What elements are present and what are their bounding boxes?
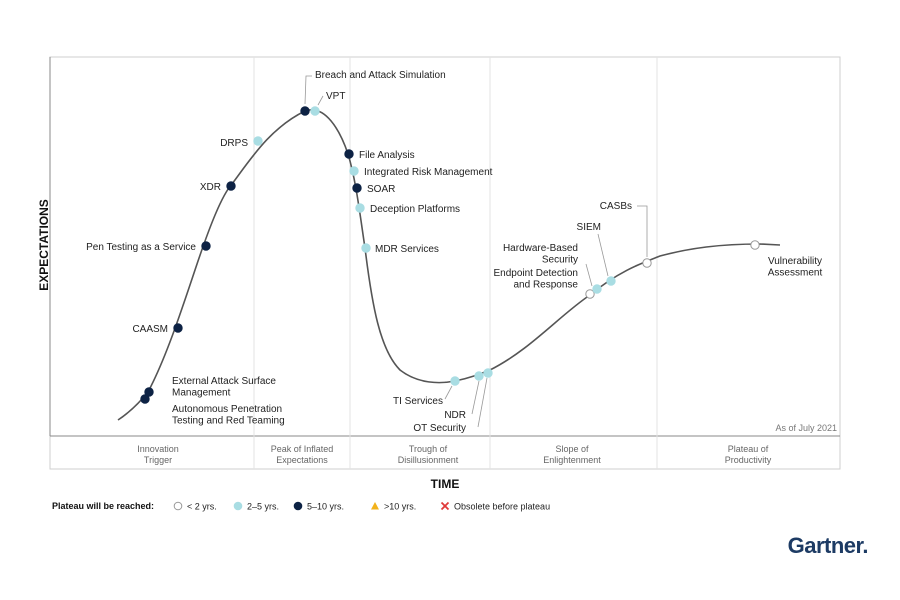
label-casbs: CASBs xyxy=(600,201,632,212)
y-axis-title: EXPECTATIONS xyxy=(37,199,51,291)
point-casbs xyxy=(642,258,652,268)
label-leader-lines xyxy=(304,75,648,428)
phase-dividers xyxy=(253,57,658,469)
point-pen-testing-as-a-service xyxy=(201,241,211,251)
legend-title: Plateau will be reached: xyxy=(52,501,154,511)
legend-marker-obsolete xyxy=(440,501,450,511)
phase-label: Peak of Inflated Expectations xyxy=(271,444,334,465)
point-xdr xyxy=(226,181,236,191)
label-endpoint-detection-and-response: Endpoint Detection and Response xyxy=(493,268,578,291)
plot-frame xyxy=(49,56,841,470)
legend-marker-5to10 xyxy=(293,501,303,511)
label-caasm: CAASM xyxy=(132,324,168,335)
label-file-analysis: File Analysis xyxy=(359,150,415,161)
leader-line-ti-services xyxy=(444,385,453,400)
point-integrated-risk-management xyxy=(349,166,359,176)
label-ti-services: TI Services xyxy=(393,396,443,407)
technology-labels: Autonomous Penetration Testing and Red Te… xyxy=(86,70,822,434)
technology-points xyxy=(140,106,760,404)
point-ndr xyxy=(474,371,484,381)
leader-line-hardware-based-security xyxy=(585,263,593,287)
phase-label: Innovation Trigger xyxy=(137,444,179,465)
point-ot-security xyxy=(483,368,493,378)
point-drps xyxy=(253,136,263,146)
point-hardware-based-security xyxy=(592,284,602,294)
label-ndr: NDR xyxy=(444,410,466,421)
point-ti-services xyxy=(450,376,460,386)
phase-label: Slope of Enlightenment xyxy=(543,444,601,465)
leader-line-siem xyxy=(597,233,609,277)
phase-label: Plateau of Productivity xyxy=(725,444,772,465)
point-external-attack-surface-management xyxy=(144,387,154,397)
label-autonomous-penetration-testing-and-red-teaming: Autonomous Penetration Testing and Red Te… xyxy=(172,404,285,427)
label-hardware-based-security: Hardware-Based Security xyxy=(503,243,578,266)
label-soar: SOAR xyxy=(367,184,395,195)
label-ot-security: OT Security xyxy=(413,423,466,434)
leader-line-ndr xyxy=(471,380,480,415)
leader-line-breach-and-attack-simulation xyxy=(304,75,312,105)
point-vpt xyxy=(310,106,320,116)
label-pen-testing-as-a-service: Pen Testing as a Service xyxy=(86,242,196,253)
label-integrated-risk-management: Integrated Risk Management xyxy=(364,167,493,178)
point-caasm xyxy=(173,323,183,333)
phase-labels: Innovation Trigger Peak of Inflated Expecta… xyxy=(137,444,772,465)
as-of-date: As of July 2021 xyxy=(775,423,837,433)
point-soar xyxy=(352,183,362,193)
label-mdr-services: MDR Services xyxy=(375,244,439,255)
legend-label-gt10: >10 yrs. xyxy=(384,502,416,512)
leader-line-casbs xyxy=(637,205,648,257)
legend-label-2to5: 2–5 yrs. xyxy=(247,502,279,512)
point-autonomous-penetration-testing-and-red-teaming xyxy=(140,394,150,404)
x-axis-title: TIME xyxy=(431,477,460,491)
label-siem: SIEM xyxy=(577,222,601,233)
point-endpoint-detection-and-response xyxy=(585,289,595,299)
legend-label-5to10: 5–10 yrs. xyxy=(307,502,344,512)
legend-marker-lt2 xyxy=(173,501,183,511)
leader-line-vpt xyxy=(317,95,324,106)
legend: Plateau will be reached: < 2 yrs. 2–5 yrs… xyxy=(52,501,550,512)
label-external-attack-surface-management: External Attack Surface Management xyxy=(172,376,276,399)
legend-label-lt2: < 2 yrs. xyxy=(187,502,217,512)
hype-curve xyxy=(117,109,781,421)
point-siem xyxy=(606,276,616,286)
legend-marker-2to5 xyxy=(233,501,243,511)
point-mdr-services xyxy=(361,243,371,253)
label-deception-platforms: Deception Platforms xyxy=(370,204,460,215)
point-file-analysis xyxy=(344,149,354,159)
point-vulnerability-assessment xyxy=(750,240,760,250)
label-drps: DRPS xyxy=(220,138,248,149)
phase-label: Trough of Disillusionment xyxy=(398,444,459,465)
leader-line-ot-security xyxy=(477,377,488,428)
point-breach-and-attack-simulation xyxy=(300,106,310,116)
label-vulnerability-assessment: Vulnerability Assessment xyxy=(768,256,823,279)
legend-label-obsolete: Obsolete before plateau xyxy=(454,502,550,512)
label-vpt: VPT xyxy=(326,91,345,102)
legend-marker-gt10 xyxy=(371,502,379,510)
label-xdr: XDR xyxy=(200,182,221,193)
gartner-logo: Gartner. xyxy=(788,533,868,558)
point-deception-platforms xyxy=(355,203,365,213)
label-breach-and-attack-simulation: Breach and Attack Simulation xyxy=(315,70,446,81)
